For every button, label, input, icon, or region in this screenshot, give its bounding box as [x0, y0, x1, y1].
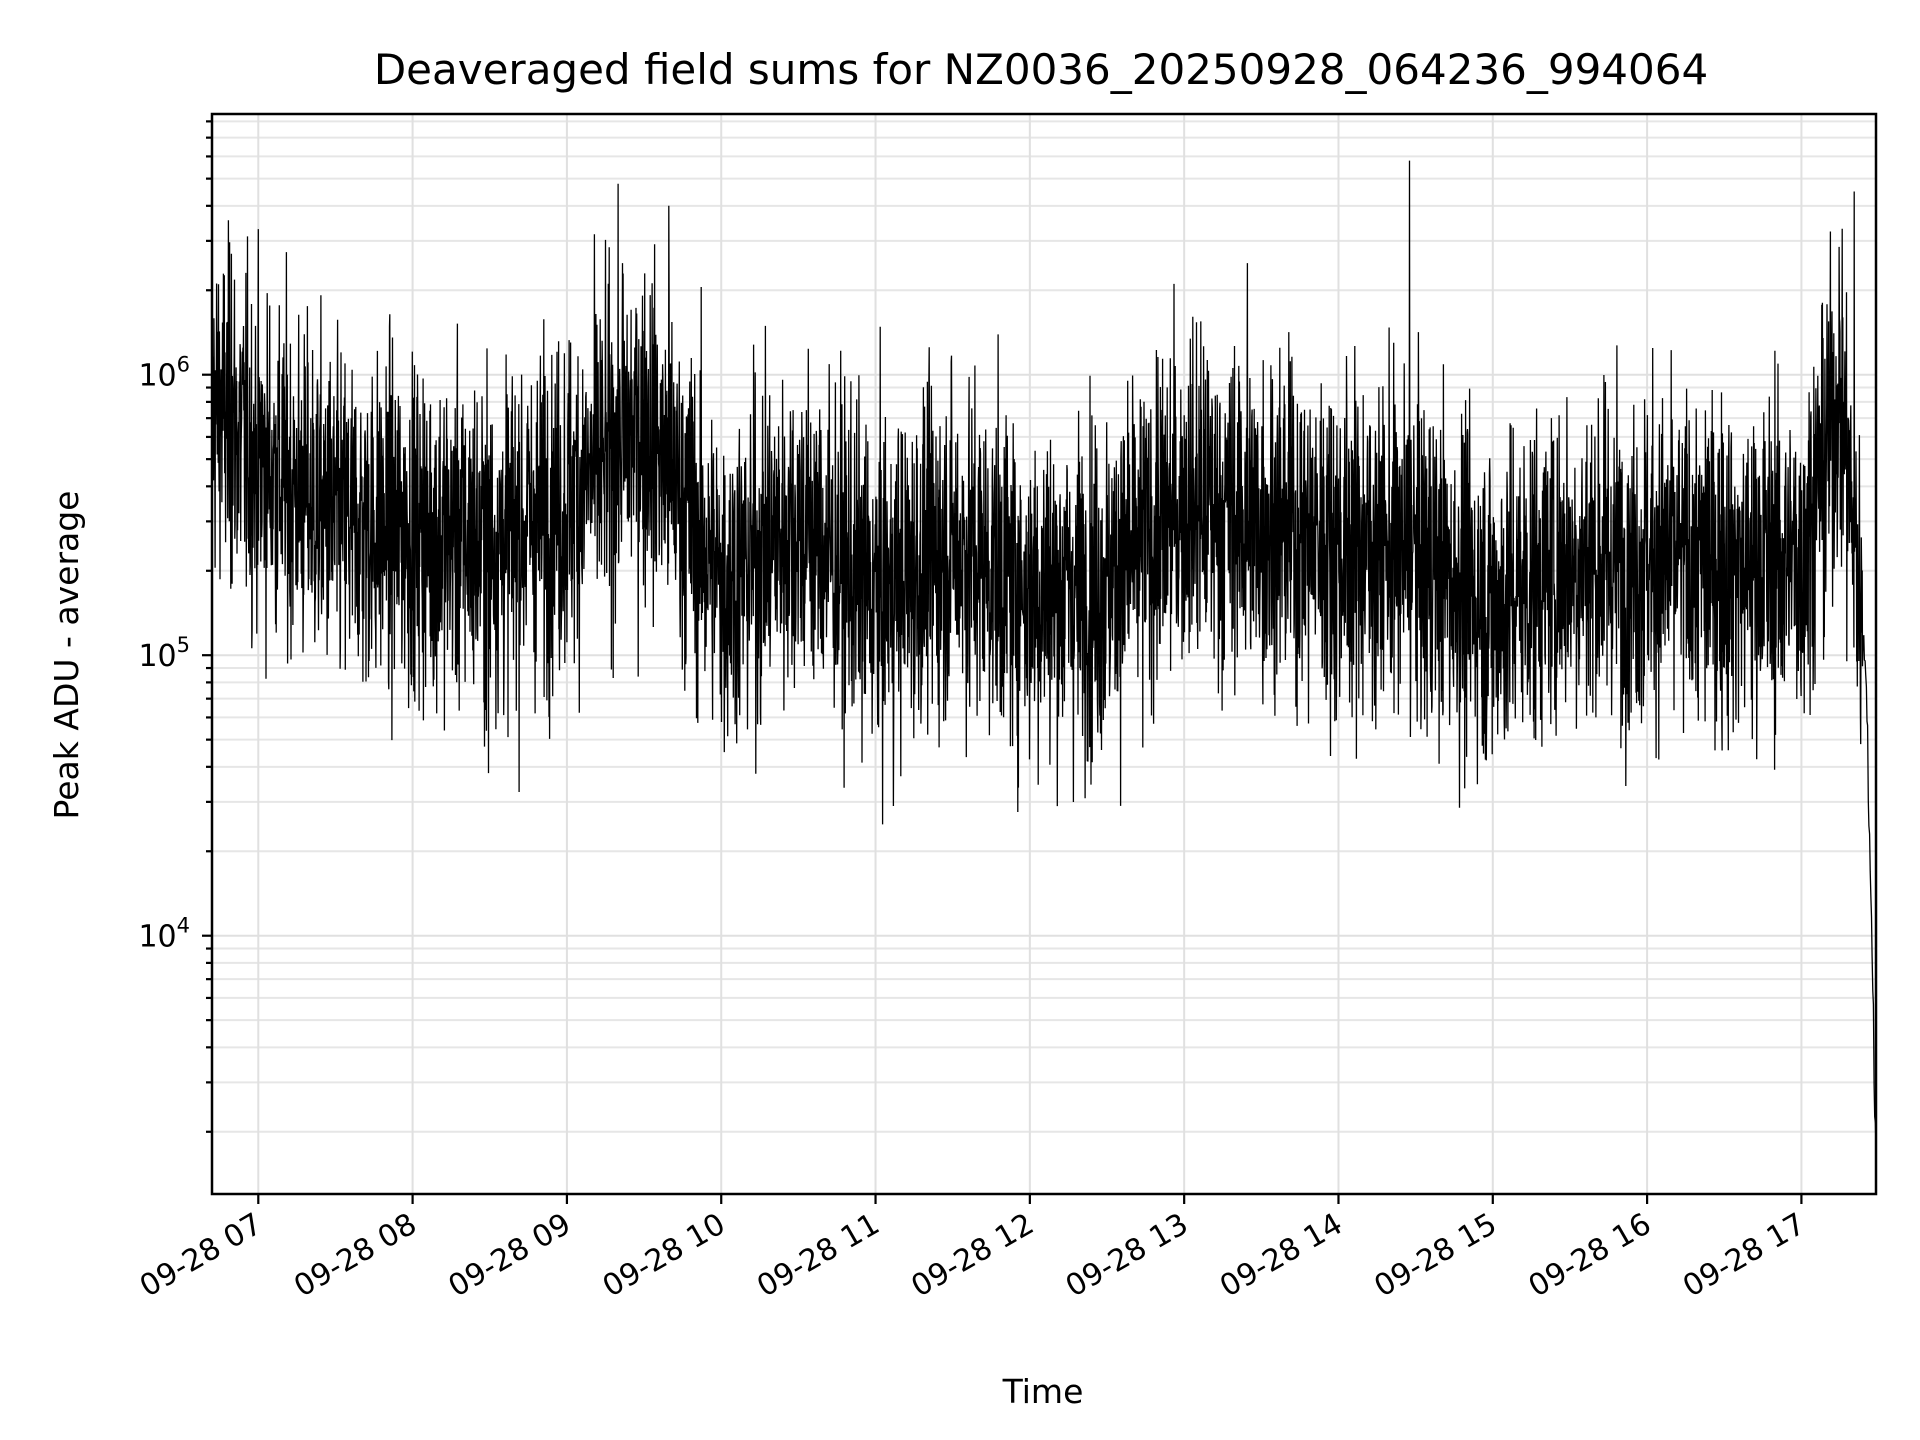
y-tick-label-exponent: 6 — [177, 353, 190, 377]
y-tick-label: 105 — [138, 633, 190, 674]
y-tick-label: 104 — [138, 914, 190, 955]
chart-title: Deaveraged field sums for NZ0036_2025092… — [374, 45, 1708, 94]
y-tick-label-exponent: 4 — [177, 914, 190, 938]
y-tick-label-exponent: 5 — [177, 633, 190, 657]
x-axis-label: Time — [1002, 1372, 1084, 1411]
plot-frame — [210, 112, 1878, 1196]
y-tick-label-base: 10 — [138, 359, 176, 394]
y-tick-label-base: 10 — [138, 920, 176, 955]
y-tick-label: 106 — [138, 353, 190, 394]
y-tick-label-base: 10 — [138, 639, 176, 674]
series-layer — [212, 160, 1876, 1149]
y-axis-label: Peak ADU - average — [47, 491, 86, 820]
series-line — [212, 160, 1876, 1149]
